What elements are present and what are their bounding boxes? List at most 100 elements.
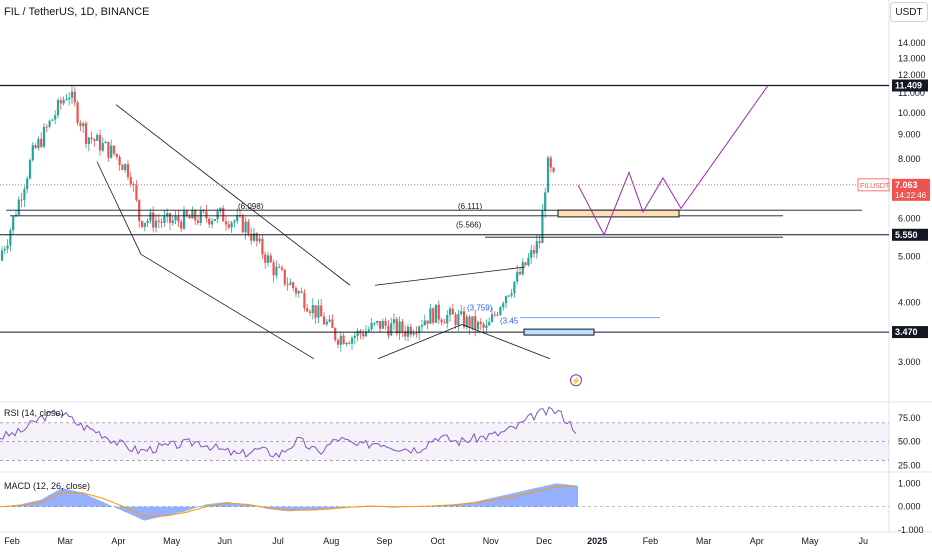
price-candle xyxy=(370,322,373,330)
price-candle xyxy=(404,331,407,337)
level-annotation: (6.098) xyxy=(238,202,264,211)
price-candle xyxy=(171,220,174,223)
macd-tick-label: 0.000 xyxy=(898,502,921,512)
rsi-tick-label: 75.00 xyxy=(898,413,921,423)
price-candle xyxy=(451,308,454,315)
price-candle xyxy=(247,221,250,235)
price-candle xyxy=(320,305,323,317)
price-candle xyxy=(462,311,466,328)
last-price-tag xyxy=(892,178,930,201)
price-candle xyxy=(82,123,85,127)
price-candle xyxy=(289,282,292,285)
price-candle xyxy=(90,137,93,140)
price-candle xyxy=(353,335,356,338)
price-candle xyxy=(362,333,365,337)
price-candle xyxy=(79,123,82,127)
price-candle xyxy=(6,245,9,249)
price-candle xyxy=(112,145,116,154)
price-candle xyxy=(185,210,188,217)
lightning-icon: ⚡ xyxy=(571,375,581,385)
price-candle xyxy=(339,335,342,345)
countdown-label: 14:22:46 xyxy=(895,191,927,200)
price-candle xyxy=(283,269,286,285)
price-candle xyxy=(157,220,160,222)
price-candle xyxy=(535,241,538,254)
price-candle xyxy=(504,296,508,304)
time-tick-label: Sep xyxy=(376,536,392,546)
price-candle xyxy=(544,192,547,211)
price-tick-label: 5.000 xyxy=(898,251,921,261)
time-tick-label: Feb xyxy=(643,536,659,546)
price-candle xyxy=(255,233,258,242)
price-candle xyxy=(180,221,183,229)
price-tick-label: 14.000 xyxy=(898,38,926,48)
projection-path xyxy=(577,85,769,236)
price-candle xyxy=(9,230,12,246)
level-tag xyxy=(892,79,928,92)
price-candle xyxy=(54,115,57,120)
price-candle xyxy=(70,91,74,98)
channel-lower xyxy=(461,324,551,360)
price-candle xyxy=(538,241,541,244)
symbol-tag xyxy=(857,178,890,192)
price-candle xyxy=(191,210,194,219)
price-candle xyxy=(434,304,438,323)
price-candle xyxy=(395,319,398,334)
price-candle xyxy=(530,250,533,258)
price-candle xyxy=(278,266,281,268)
price-tick-label: 10.000 xyxy=(898,108,926,118)
price-candle xyxy=(516,271,519,282)
price-candle xyxy=(384,320,387,326)
price-candle xyxy=(194,210,197,221)
price-tick-label: 12.000 xyxy=(898,70,926,80)
currency-button[interactable]: USDT xyxy=(890,2,928,22)
price-candle xyxy=(471,316,474,329)
price-candle xyxy=(84,123,88,144)
price-candle xyxy=(166,213,169,217)
time-tick-label: Dec xyxy=(536,536,553,546)
time-tick-label: Apr xyxy=(750,536,764,546)
price-candle xyxy=(429,308,432,324)
price-candle xyxy=(17,199,20,215)
demand-zone xyxy=(557,209,680,218)
price-candle xyxy=(45,126,48,128)
price-candle xyxy=(40,138,43,147)
price-candle xyxy=(454,314,457,326)
price-candle xyxy=(412,333,415,335)
price-candle xyxy=(233,221,236,223)
price-candle xyxy=(160,221,163,223)
price-candle xyxy=(496,314,499,316)
time-tick-label: Jul xyxy=(272,536,284,546)
time-tick-label: Nov xyxy=(483,536,500,546)
price-candle xyxy=(149,212,152,221)
price-candle xyxy=(308,311,312,313)
price-candle xyxy=(373,322,376,324)
time-tick-label: Jun xyxy=(218,536,233,546)
price-candle xyxy=(409,326,412,335)
price-candle xyxy=(317,305,320,318)
level-annotation: (6.111) xyxy=(458,202,482,211)
time-tick-label: May xyxy=(163,536,181,546)
channel-upper xyxy=(374,266,526,286)
price-candle xyxy=(297,291,300,294)
price-candle xyxy=(20,199,23,201)
price-candle xyxy=(241,215,244,233)
price-candle xyxy=(448,308,452,316)
price-candle xyxy=(348,343,351,345)
price-candle xyxy=(482,324,485,328)
price-candle xyxy=(314,305,317,318)
time-tick-label: Mar xyxy=(696,536,712,546)
price-candle xyxy=(311,305,314,313)
price-candle xyxy=(258,238,261,242)
price-candle xyxy=(230,222,233,228)
price-candle xyxy=(446,315,449,324)
price-candle xyxy=(364,331,368,337)
price-candle xyxy=(345,343,348,345)
time-tick-label: Feb xyxy=(4,536,20,546)
price-candle xyxy=(524,262,527,266)
price-candle xyxy=(59,100,62,104)
price-candle xyxy=(188,216,191,219)
level-tag-label: 11.409 xyxy=(895,80,922,90)
